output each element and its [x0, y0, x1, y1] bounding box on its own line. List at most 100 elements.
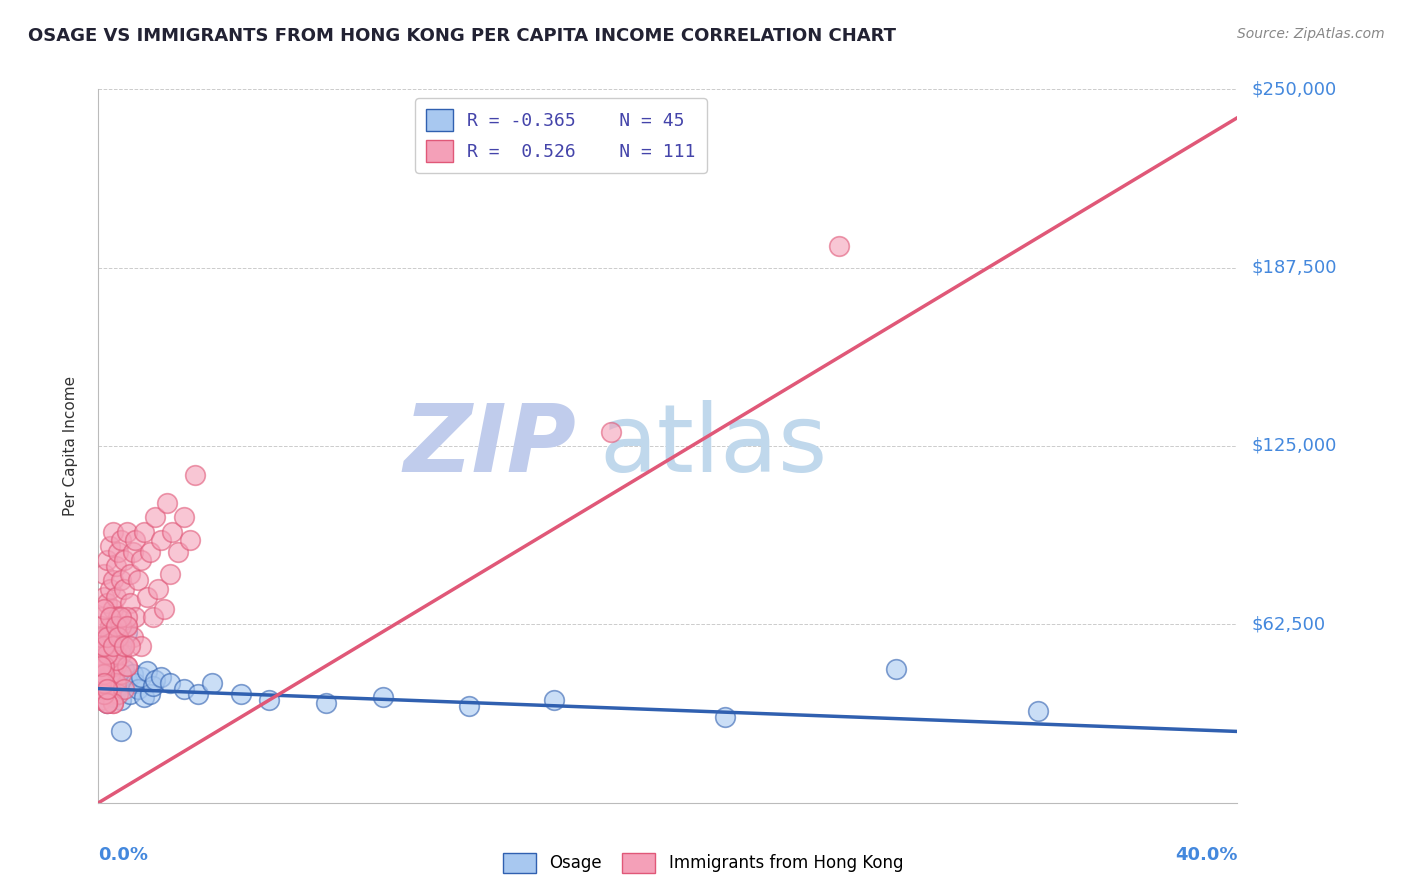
Point	[145, 673, 167, 687]
Point	[90, 676, 112, 690]
Point	[98, 619, 121, 633]
Point	[107, 679, 129, 693]
Point	[93, 591, 115, 605]
Point	[112, 681, 135, 696]
Point	[93, 639, 115, 653]
Point	[121, 667, 143, 681]
Point	[112, 553, 135, 567]
Point	[115, 524, 138, 539]
Text: ZIP: ZIP	[404, 400, 576, 492]
Point	[127, 681, 149, 696]
Point	[145, 510, 167, 524]
Point	[98, 648, 121, 662]
Point	[90, 667, 112, 681]
Text: OSAGE VS IMMIGRANTS FROM HONG KONG PER CAPITA INCOME CORRELATION CHART: OSAGE VS IMMIGRANTS FROM HONG KONG PER C…	[28, 27, 896, 45]
Point	[96, 681, 118, 696]
Point	[159, 676, 181, 690]
Point	[173, 681, 195, 696]
Point	[543, 693, 565, 707]
Point	[96, 630, 118, 644]
Point	[101, 573, 124, 587]
Point	[90, 673, 112, 687]
Point	[107, 610, 129, 624]
Point	[101, 696, 124, 710]
Point	[132, 690, 155, 705]
Point	[96, 696, 118, 710]
Point	[93, 567, 115, 582]
Point	[229, 687, 252, 701]
Point	[101, 648, 124, 662]
Point	[115, 658, 138, 673]
Point	[110, 693, 132, 707]
Point	[101, 639, 124, 653]
Point	[104, 619, 127, 633]
Point	[179, 533, 201, 548]
Point	[201, 676, 224, 690]
Point	[96, 696, 118, 710]
Point	[90, 658, 112, 673]
Point	[96, 553, 118, 567]
Legend: R = -0.365    N = 45, R =  0.526    N = 111: R = -0.365 N = 45, R = 0.526 N = 111	[415, 98, 706, 173]
Point	[138, 544, 160, 558]
Point	[98, 667, 121, 681]
Point	[93, 676, 115, 690]
Point	[121, 630, 143, 644]
Point	[96, 630, 118, 644]
Point	[107, 687, 129, 701]
Point	[107, 636, 129, 650]
Point	[98, 582, 121, 596]
Point	[115, 624, 138, 639]
Point	[90, 693, 112, 707]
Point	[132, 524, 155, 539]
Point	[96, 681, 118, 696]
Point	[107, 630, 129, 644]
Point	[884, 662, 907, 676]
Point	[112, 639, 135, 653]
Point	[104, 684, 127, 698]
Point	[104, 676, 127, 690]
Point	[90, 676, 112, 690]
Point	[101, 524, 124, 539]
Point	[153, 601, 176, 615]
Point	[98, 676, 121, 690]
Point	[112, 662, 135, 676]
Point	[96, 696, 118, 710]
Point	[121, 544, 143, 558]
Point	[110, 648, 132, 662]
Point	[90, 610, 112, 624]
Point	[101, 696, 124, 710]
Point	[101, 639, 124, 653]
Text: $250,000: $250,000	[1251, 80, 1337, 98]
Point	[96, 648, 118, 662]
Point	[93, 653, 115, 667]
Point	[159, 567, 181, 582]
Point	[118, 639, 141, 653]
Point	[104, 558, 127, 573]
Point	[93, 687, 115, 701]
Y-axis label: Per Capita Income: Per Capita Income	[63, 376, 77, 516]
Point	[96, 658, 118, 673]
Point	[107, 544, 129, 558]
Point	[600, 425, 623, 439]
Point	[93, 630, 115, 644]
Point	[90, 630, 112, 644]
Point	[162, 524, 184, 539]
Point	[93, 601, 115, 615]
Point	[150, 533, 173, 548]
Point	[115, 619, 138, 633]
Point	[93, 673, 115, 687]
Text: 40.0%: 40.0%	[1175, 846, 1237, 863]
Point	[259, 693, 281, 707]
Point	[104, 658, 127, 673]
Point	[98, 687, 121, 701]
Point	[129, 670, 152, 684]
Point	[104, 653, 127, 667]
Point	[127, 573, 149, 587]
Point	[110, 533, 132, 548]
Point	[93, 667, 115, 681]
Point	[101, 601, 124, 615]
Point	[112, 639, 135, 653]
Point	[110, 724, 132, 739]
Point	[110, 639, 132, 653]
Point	[138, 687, 160, 701]
